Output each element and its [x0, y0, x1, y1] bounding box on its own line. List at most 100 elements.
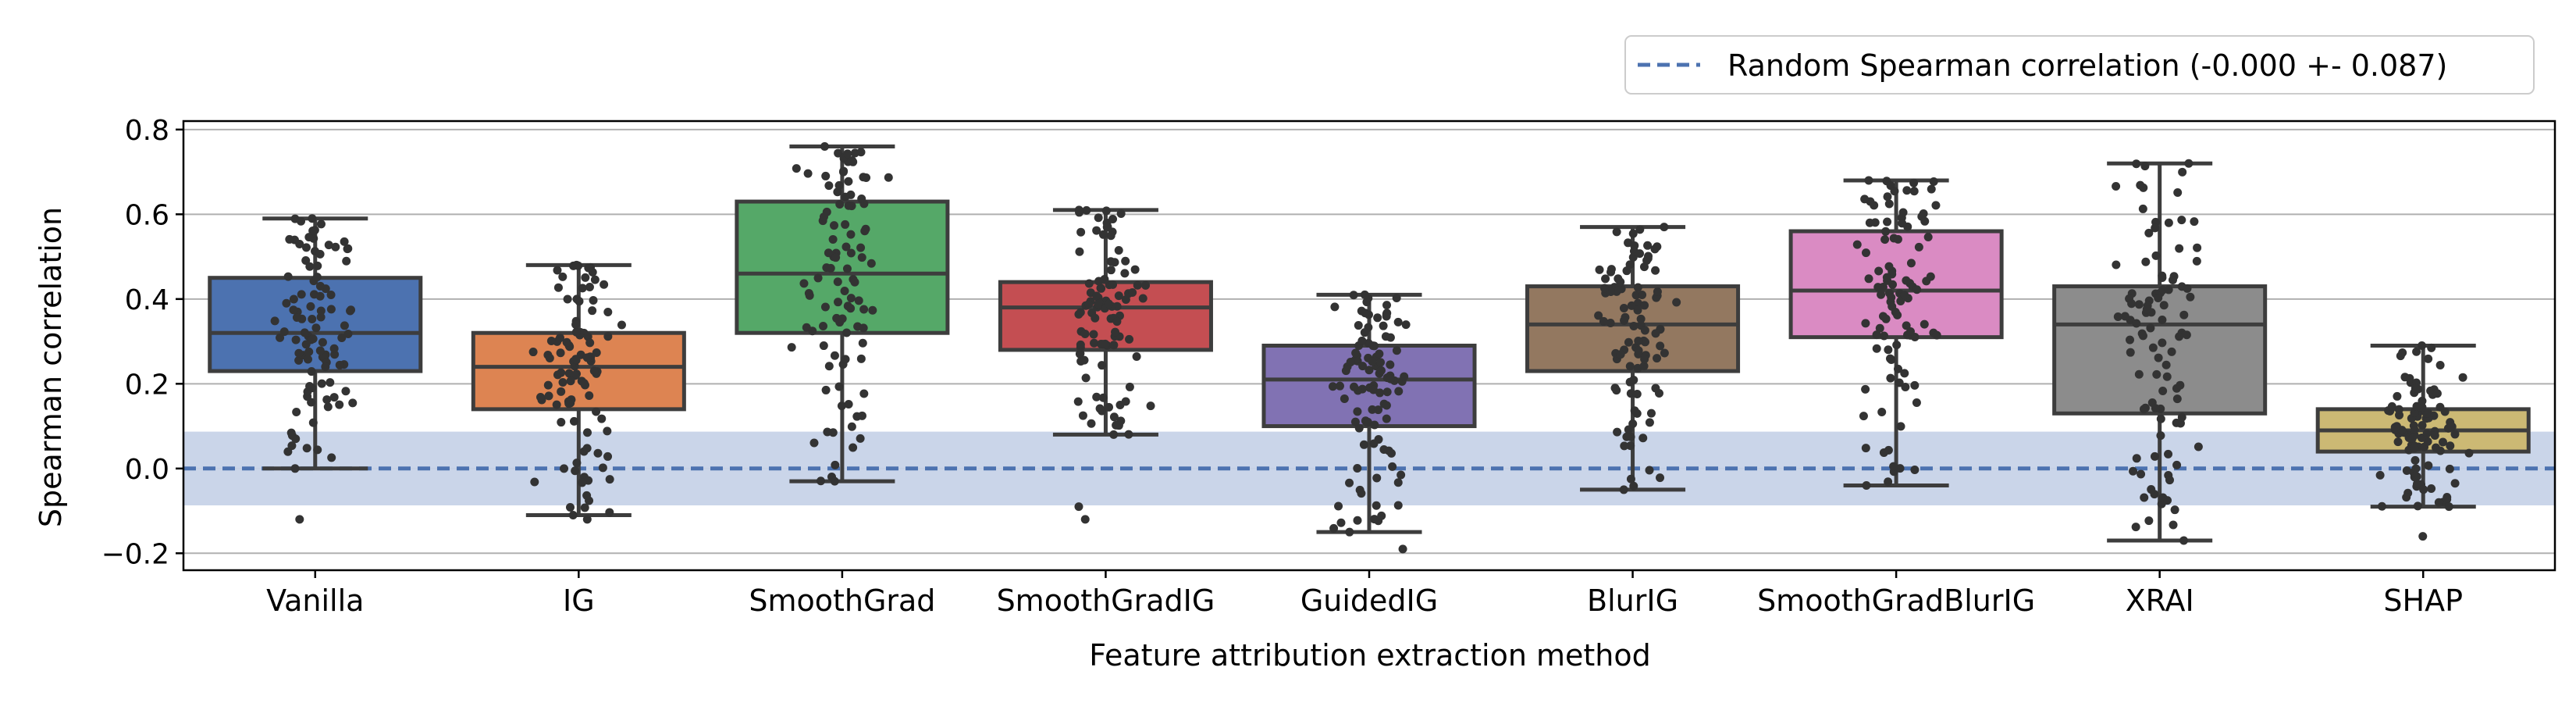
y-tick-label: 0.2 [125, 369, 169, 401]
strip-point [2192, 256, 2201, 266]
strip-point [1379, 321, 1388, 330]
strip-point [2424, 461, 2433, 470]
strip-point [820, 142, 829, 152]
strip-point [1364, 366, 1374, 375]
strip-point [1074, 205, 1083, 215]
strip-point [289, 305, 298, 315]
strip-point [1382, 301, 1392, 310]
strip-point [568, 510, 578, 519]
strip-point [833, 277, 842, 287]
strip-point [1861, 319, 1870, 328]
strip-point [2184, 159, 2194, 168]
strip-point [1105, 402, 1114, 412]
iqr-box [1788, 229, 2004, 340]
strip-point [562, 337, 571, 347]
strip-point [1114, 291, 1123, 301]
strip-point [1336, 518, 1346, 527]
strip-point [1630, 406, 1639, 416]
strip-point [585, 391, 594, 400]
strip-point [854, 296, 863, 305]
strip-point [2158, 315, 2167, 324]
strip-point [2450, 430, 2460, 439]
strip-point [1386, 333, 1395, 342]
strip-point [2445, 464, 2454, 473]
strip-point [1896, 296, 1905, 305]
strip-point [824, 248, 833, 258]
strip-point [2138, 204, 2147, 213]
strip-point [1106, 231, 1115, 241]
strip-point [846, 248, 856, 258]
strip-point [2164, 285, 2173, 294]
strip-point [2173, 187, 2183, 197]
strip-point [1601, 274, 1610, 284]
x-tick-label: XRAI [2126, 583, 2194, 618]
strip-point [1626, 441, 1635, 451]
strip-point [340, 321, 349, 330]
x-tick-label: SmoothGradBlurIG [1757, 583, 2035, 618]
strip-point [824, 362, 834, 371]
strip-point [849, 443, 858, 452]
strip-point [803, 169, 813, 178]
strip-point [301, 340, 311, 349]
strip-point [1335, 381, 1344, 391]
strip-point [1363, 418, 1372, 427]
strip-point [1895, 378, 1904, 387]
strip-point [2177, 412, 2186, 422]
y-tick-label: 0.0 [125, 454, 169, 486]
strip-point [1640, 326, 1649, 335]
strip-point [1927, 184, 1936, 194]
strip-point [1368, 405, 1377, 414]
strip-point [1089, 330, 1098, 339]
strip-point [308, 227, 318, 236]
strip-point [1629, 481, 1638, 491]
strip-point [1080, 355, 1089, 365]
strip-point [307, 367, 316, 376]
strip-point [1625, 362, 1635, 371]
strip-point [592, 348, 601, 357]
strip-point [844, 177, 853, 186]
strip-point [1861, 248, 1870, 258]
strip-point [1889, 462, 1898, 471]
strip-point [1361, 309, 1370, 318]
strip-point [1864, 274, 1873, 284]
strip-point [2398, 348, 2407, 358]
strip-point [1887, 293, 1896, 302]
strip-point [1880, 235, 1890, 244]
strip-point [2183, 284, 2192, 293]
strip-point [1633, 305, 1642, 315]
strip-point [276, 333, 285, 342]
strip-point [856, 243, 866, 252]
strip-point [1634, 336, 1643, 345]
strip-point [868, 305, 877, 315]
strip-point [1125, 334, 1134, 344]
strip-point [813, 273, 823, 283]
strip-points-ig [528, 260, 626, 524]
strip-point [348, 398, 358, 408]
strip-point [2418, 396, 2427, 405]
strip-point [1909, 187, 1919, 196]
strip-point [1106, 257, 1115, 266]
strip-point [1328, 382, 1337, 391]
strip-point [1084, 279, 1094, 288]
strip-point [1878, 282, 1888, 291]
strip-point [1906, 259, 1916, 268]
strip-point [1643, 241, 1653, 250]
strip-point [1124, 430, 1133, 439]
strip-point [2163, 496, 2172, 505]
strip-point [2419, 485, 2428, 494]
strip-point [308, 418, 318, 427]
strip-point [582, 428, 592, 437]
strip-point [1080, 515, 1090, 524]
strip-point [316, 312, 326, 322]
strip-point [1893, 310, 1902, 319]
strip-point [1098, 361, 1107, 370]
strip-point [2176, 380, 2185, 390]
strip-point [1074, 502, 1083, 512]
strip-point [1617, 284, 1626, 294]
strip-point [2144, 228, 2154, 237]
strip-point [312, 273, 322, 282]
strip-point [1353, 516, 1362, 525]
strip-point [1397, 470, 1406, 480]
strip-point [2400, 373, 2410, 382]
strip-point [1901, 382, 1910, 391]
